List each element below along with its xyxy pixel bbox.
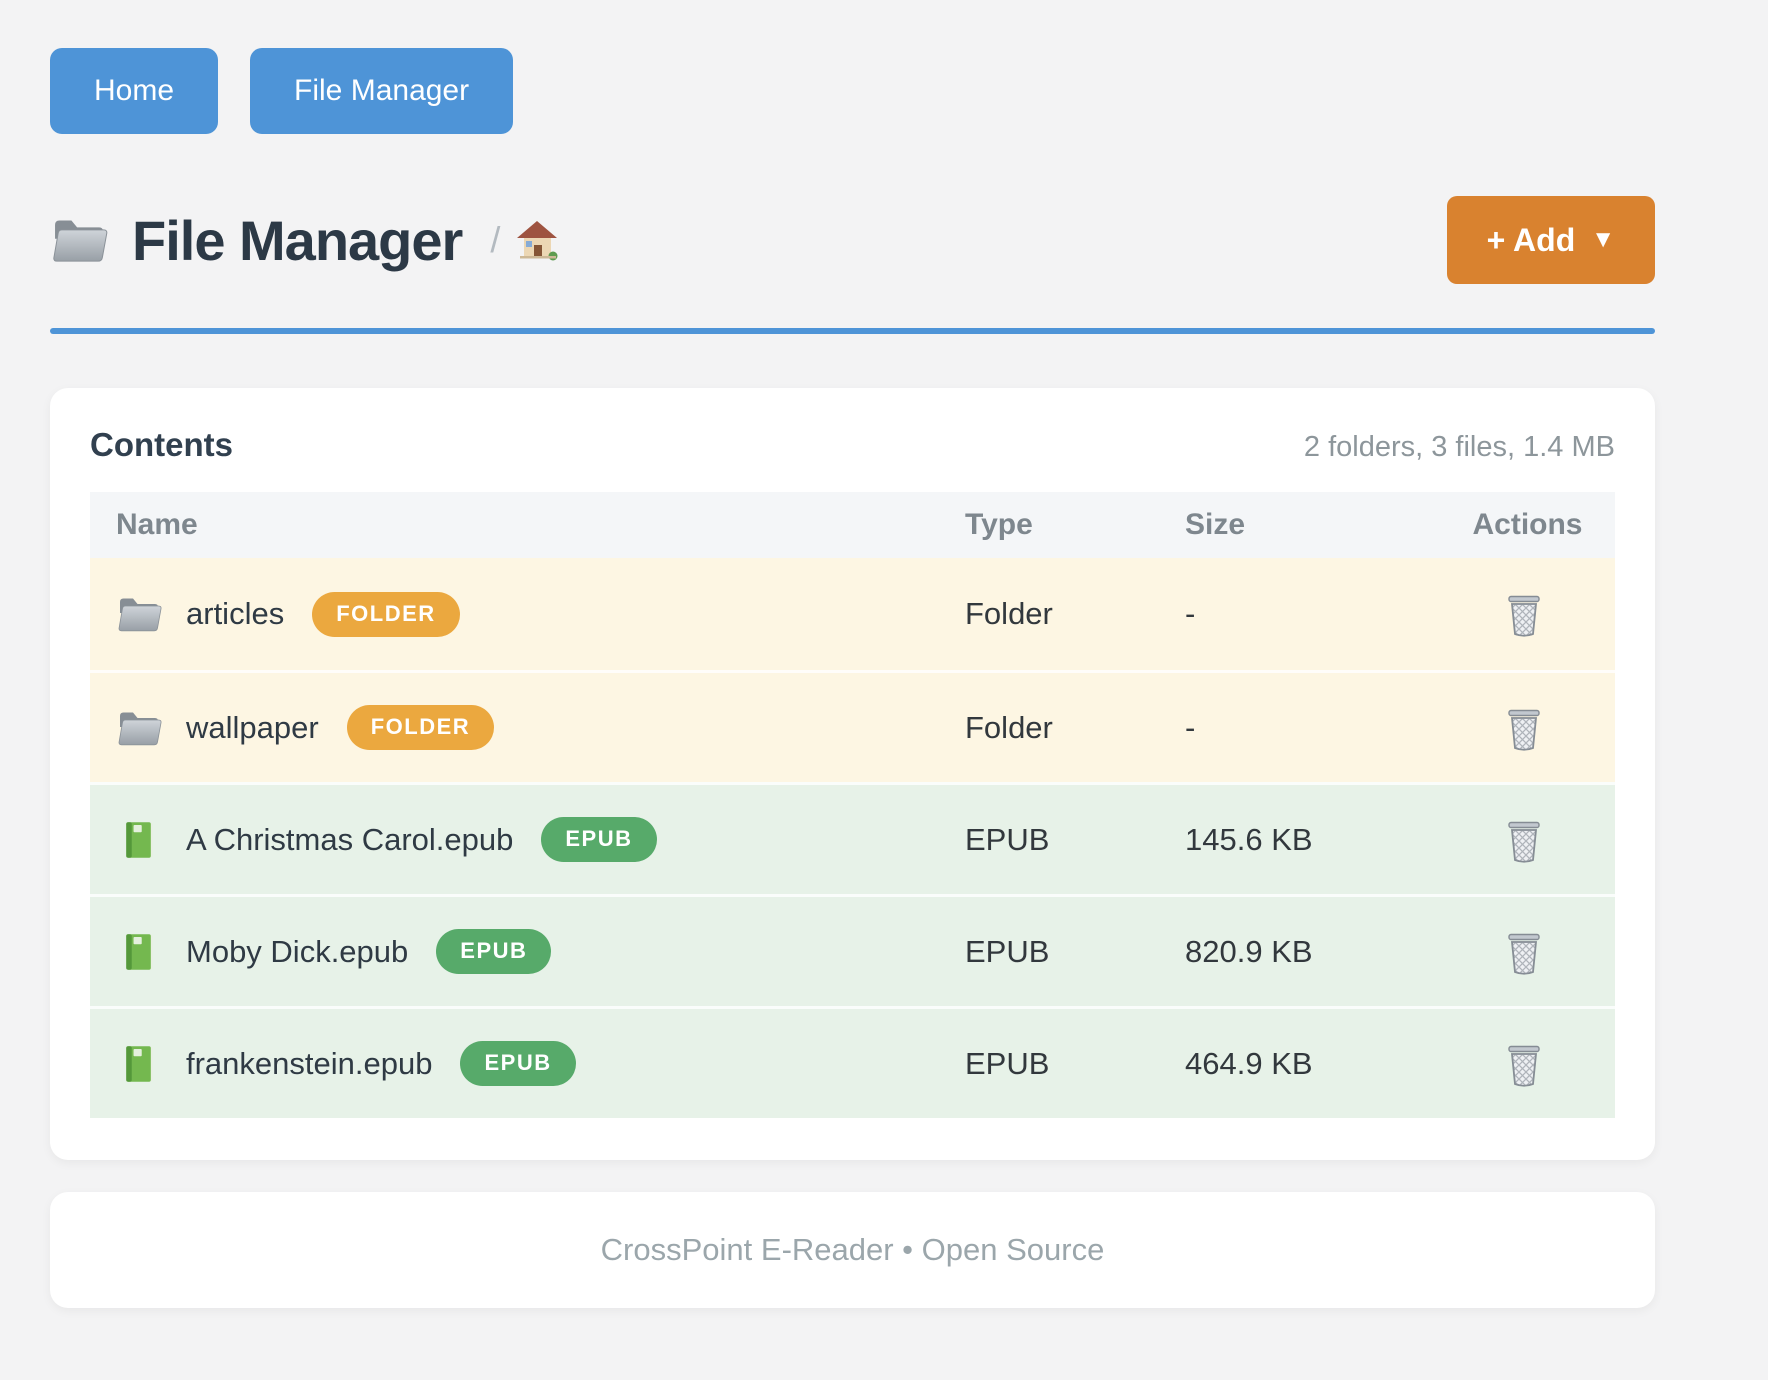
page-header: File Manager / + Add ▼ (50, 196, 1655, 284)
contents-card: Contents 2 folders, 3 files, 1.4 MB Name… (50, 388, 1655, 1160)
item-type-badge: FOLDER (346, 705, 495, 750)
delete-button[interactable] (1501, 1040, 1555, 1088)
item-name[interactable]: Moby Dick.epub (186, 933, 409, 969)
item-size: - (1185, 596, 1196, 631)
item-type: Folder (965, 709, 1053, 745)
folder-icon (116, 594, 162, 634)
column-header-size: Size (1185, 508, 1246, 541)
column-header-actions: Actions (1472, 508, 1583, 541)
green-book-icon (116, 932, 162, 972)
trash-icon (1505, 1044, 1551, 1087)
item-type: EPUB (965, 933, 1050, 969)
breadcrumb-separator: / (490, 219, 501, 260)
title-divider (50, 328, 1655, 334)
footer-text: CrossPoint E-Reader • Open Source (600, 1232, 1105, 1267)
contents-summary: 2 folders, 3 files, 1.4 MB (1303, 431, 1615, 463)
item-type-badge: FOLDER (312, 591, 460, 637)
delete-button[interactable] (1501, 590, 1555, 638)
add-button[interactable]: + Add ▼ (1446, 196, 1655, 284)
item-type-badge: EPUB (541, 817, 657, 862)
delete-button[interactable] (1501, 928, 1555, 976)
nav-home-button[interactable]: Home (50, 48, 219, 134)
item-name[interactable]: wallpaper (186, 709, 319, 745)
item-type-badge: EPUB (460, 1041, 576, 1086)
item-name[interactable]: articles (186, 596, 285, 631)
contents-heading: Contents (90, 426, 233, 463)
table-row[interactable]: A Christmas Carol.epub EPUB EPUB 145.6 K… (90, 782, 1615, 894)
item-size: 464.9 KB (1185, 1045, 1313, 1081)
page: Home File Manager File Manager / + Add ▼ (50, 0, 1655, 1308)
folder-icon (50, 216, 108, 264)
green-book-icon (116, 1044, 162, 1084)
item-size: - (1185, 709, 1196, 745)
trash-icon (1505, 708, 1551, 751)
table-row[interactable]: wallpaper FOLDER Folder - (90, 670, 1615, 782)
column-header-name: Name (116, 508, 198, 541)
table-body: articles FOLDER Folder - (90, 558, 1615, 1118)
item-type: EPUB (965, 1045, 1050, 1081)
page-title: File Manager (132, 208, 463, 272)
footer: CrossPoint E-Reader • Open Source (50, 1192, 1655, 1308)
item-name[interactable]: A Christmas Carol.epub (186, 821, 514, 857)
chevron-down-icon: ▼ (1591, 226, 1615, 253)
item-type: EPUB (965, 821, 1050, 857)
table-row[interactable]: articles FOLDER Folder - (90, 558, 1615, 670)
item-type: Folder (965, 596, 1053, 631)
file-table: Name Type Size Actions articles FOLDER F… (90, 492, 1615, 1118)
green-book-icon (116, 820, 162, 860)
item-name[interactable]: frankenstein.epub (186, 1045, 433, 1081)
nav-file-manager-button[interactable]: File Manager (250, 48, 514, 134)
table-row[interactable]: Moby Dick.epub EPUB EPUB 820.9 KB (90, 894, 1615, 1006)
trash-icon (1505, 820, 1551, 863)
trash-icon (1505, 932, 1551, 975)
item-size: 145.6 KB (1185, 821, 1313, 857)
folder-icon (116, 708, 162, 748)
item-type-badge: EPUB (436, 929, 552, 974)
top-nav: Home File Manager (50, 0, 1655, 134)
table-row[interactable]: frankenstein.epub EPUB EPUB 464.9 KB (90, 1006, 1615, 1118)
item-size: 820.9 KB (1185, 933, 1313, 969)
trash-icon (1505, 594, 1551, 637)
add-button-label: + Add (1486, 221, 1576, 258)
table-header: Name Type Size Actions (90, 492, 1615, 558)
delete-button[interactable] (1501, 704, 1555, 752)
home-icon[interactable] (514, 219, 560, 261)
delete-button[interactable] (1501, 816, 1555, 864)
column-header-type: Type (965, 508, 1033, 541)
